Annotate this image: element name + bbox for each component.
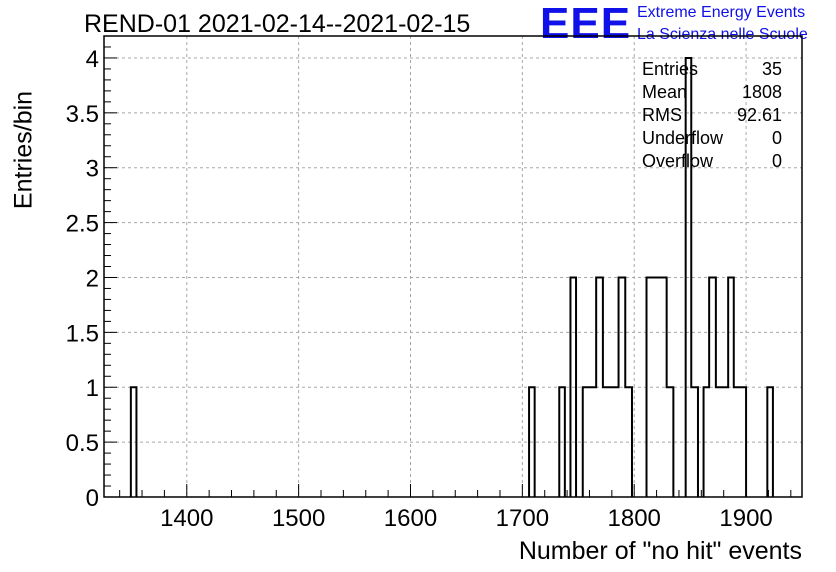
stat-label: RMS [642, 105, 682, 125]
histogram-bin [559, 387, 565, 497]
stat-value: 0 [771, 151, 782, 171]
histogram-outline [129, 56, 774, 497]
histogram-bin [610, 387, 619, 497]
chart-title: REND-01 2021-02-14--2021-02-15 [84, 10, 471, 38]
histogram-bin [767, 387, 773, 497]
stat-overflow: Overflow 0 [642, 150, 782, 173]
histogram-bin [529, 387, 535, 497]
histogram-bin [131, 387, 137, 497]
logo-line-1: Extreme Energy Events [637, 4, 806, 21]
stat-mean: Mean 1808 [642, 81, 782, 104]
y-tick-label: 1.5 [66, 320, 99, 347]
y-tick-label: 2.5 [66, 211, 99, 238]
y-tick-label: 0 [86, 485, 99, 512]
histogram-bin [570, 277, 576, 497]
stats-box: Entries 35 Mean 1808 RMS 92.61 Underflow… [642, 58, 782, 173]
plot-frame [103, 35, 803, 498]
stat-value: 0 [771, 128, 782, 148]
stat-value: 35 [761, 59, 782, 79]
histogram-bin [709, 277, 716, 497]
x-tick-label: 1600 [384, 505, 437, 532]
histogram-bin [734, 387, 746, 497]
histogram-bin [667, 387, 674, 497]
y-tick-label: 3 [86, 156, 99, 183]
stat-label: Entries [642, 59, 699, 79]
y-tick-label: 1 [86, 375, 99, 402]
y-tick-label: 4 [86, 46, 99, 73]
x-tick-label: 1700 [496, 505, 549, 532]
stat-label: Underflow [642, 128, 724, 148]
histogram-bin [728, 277, 734, 497]
logo-line-2: La Scienza nelle Scuole [637, 26, 808, 43]
histogram-bin [583, 387, 590, 497]
stat-rms: RMS 92.61 [642, 104, 782, 127]
y-tick-label: 0.5 [66, 430, 99, 457]
logo-mark: EEE [540, 0, 632, 48]
stat-label: Overflow [642, 151, 714, 171]
stat-value: 92.61 [736, 105, 782, 125]
stat-underflow: Underflow 0 [642, 127, 782, 150]
histogram-bin [596, 277, 603, 497]
histogram-bin [647, 277, 667, 497]
histogram-bin [603, 387, 610, 497]
histogram-bin [716, 387, 728, 497]
x-tick-label: 1800 [608, 505, 661, 532]
histogram-bin [589, 387, 596, 497]
histogram-bin [691, 387, 698, 497]
y-tick-label: 2 [86, 265, 99, 292]
stat-entries: Entries 35 [642, 58, 782, 81]
x-tick-label: 1500 [272, 505, 325, 532]
histogram-bin [625, 387, 632, 497]
stat-label: Mean [642, 82, 688, 102]
x-axis-label: Number of "no hit" events [518, 537, 802, 565]
x-tick-label: 1400 [160, 505, 213, 532]
y-tick-label: 3.5 [66, 101, 99, 128]
histogram-bin [704, 387, 710, 497]
histogram-bin [619, 277, 626, 497]
x-tick-label: 1900 [719, 505, 772, 532]
stat-value: 1808 [741, 82, 782, 102]
